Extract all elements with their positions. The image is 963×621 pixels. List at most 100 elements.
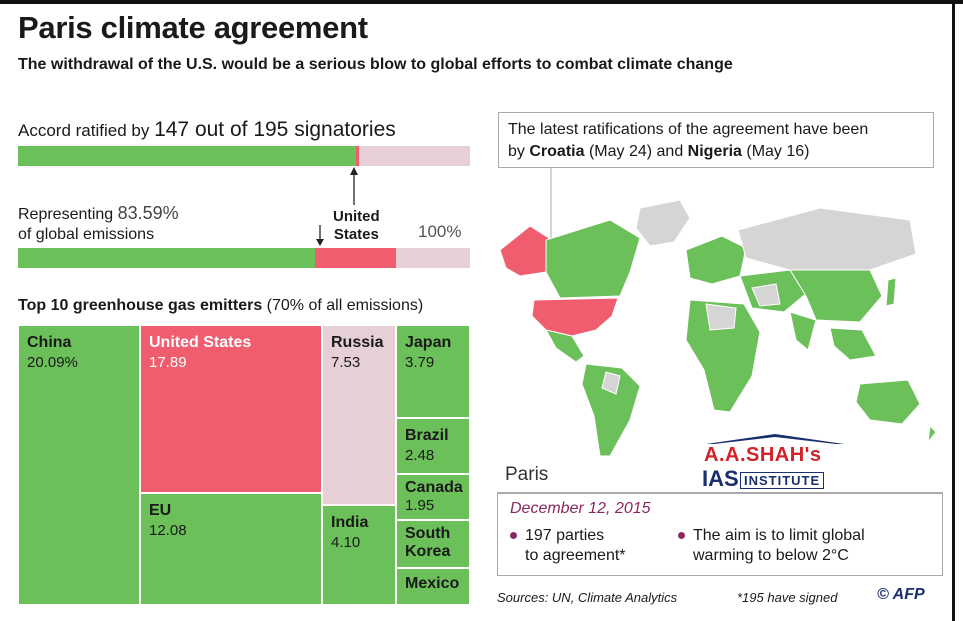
accord-remaining-segment	[359, 146, 470, 166]
emissions-us-segment	[315, 248, 396, 268]
tile-value: 2.48	[405, 447, 435, 464]
bullet2-line2: warming to below 2°C	[693, 547, 849, 564]
watermark-logo: A.A.SHAH's IAS INSTITUTE	[700, 432, 850, 492]
signed-footnote: *195 have signed	[737, 590, 838, 605]
emissions-ratified-segment	[18, 248, 315, 268]
map-alaska	[499, 225, 553, 277]
ratifications-callout: The latest ratifications of the agreemen…	[498, 112, 934, 168]
map-australia	[855, 379, 921, 425]
callout-country1: Croatia	[529, 143, 585, 160]
tile-japan: Japan 3.79	[396, 325, 470, 418]
tile-name: Mexico	[405, 575, 460, 592]
callout-date2: (May 16)	[746, 143, 810, 160]
map-india	[789, 311, 817, 351]
tile-name: South Korea	[405, 525, 451, 560]
tile-name: Brazil	[405, 427, 449, 444]
emissions-label: Representing 83.59% of global emissions	[18, 203, 179, 245]
top-rule	[0, 0, 963, 4]
callout-and: and	[656, 143, 684, 160]
logo-line1: A.A.SHAH's	[704, 444, 822, 466]
full-percent-label: 100%	[418, 222, 462, 241]
paris-info-box: December 12, 2015 197 parties to agreeme…	[497, 492, 943, 576]
accord-ratified-segment	[18, 146, 356, 166]
bullet-dot-icon	[510, 532, 517, 540]
emissions-value: 83.59%	[117, 203, 179, 223]
tile-china: China 20.09%	[18, 325, 140, 605]
map-africa-unratified	[705, 303, 737, 331]
map-europe	[685, 235, 747, 285]
callout-by: by	[508, 143, 525, 160]
callout-line1: The latest ratifications of the agreemen…	[508, 121, 869, 138]
top10-heading: Top 10 greenhouse gas emitters (70% of a…	[18, 297, 423, 315]
tile-name: Canada	[405, 479, 463, 496]
tile-name: EU	[149, 502, 172, 519]
tile-name: Russia	[331, 334, 384, 351]
tile-value: 12.08	[149, 522, 187, 539]
page-subtitle: The withdrawal of the U.S. would be a se…	[18, 56, 733, 73]
logo-line3: INSTITUTE	[740, 472, 825, 489]
map-greenland	[635, 199, 691, 247]
tile-mexico: Mexico	[396, 568, 470, 605]
tile-canada: Canada 1.95	[396, 474, 470, 520]
tile-value: 17.89	[149, 354, 187, 371]
bullet1-line1: 197 parties	[525, 527, 605, 544]
right-rule	[952, 0, 955, 621]
tile-name: Japan	[405, 334, 452, 351]
afp-credit: © AFP	[877, 586, 925, 603]
bullet2-line1: The aim is to limit global	[693, 527, 865, 544]
tile-value: 1.95	[405, 497, 435, 514]
top10-note: (70% of all emissions)	[266, 297, 424, 314]
tile-india: India 4.10	[322, 505, 396, 605]
accord-label: Accord ratified by 147 out of 195 signat…	[18, 118, 396, 142]
emissions-remaining-segment	[396, 248, 470, 268]
map-canada	[545, 219, 641, 299]
map-china	[789, 269, 883, 323]
bullet-dot-icon	[678, 532, 685, 540]
us-label-line2: States	[333, 226, 379, 243]
sources-note: Sources: UN, Climate Analytics	[497, 590, 678, 605]
us-label-line1: United	[333, 208, 380, 225]
tile-south-korea: South Korea	[396, 520, 470, 568]
tile-russia: Russia 7.53	[322, 325, 396, 505]
map-russia	[737, 207, 917, 271]
emissions-us-pointer	[316, 225, 324, 246]
map-sa-unratified	[601, 371, 621, 395]
tile-united-states: United States 17.89	[140, 325, 322, 493]
bullet-parties: 197 parties to agreement*	[510, 526, 626, 566]
tile-name: United States	[149, 334, 252, 351]
accord-prefix: Accord ratified by	[18, 121, 150, 140]
tile-name: India	[331, 514, 369, 531]
emissions-prefix: Representing	[18, 206, 114, 223]
world-map	[499, 199, 937, 457]
map-africa	[685, 299, 761, 413]
accord-us-segment	[356, 146, 359, 166]
tile-value: 7.53	[331, 354, 361, 371]
tile-value: 20.09%	[27, 354, 78, 371]
bullet-aim: The aim is to limit global warming to be…	[678, 526, 865, 566]
map-new-zealand	[927, 424, 937, 444]
map-usa	[531, 297, 619, 337]
top10-title: Top 10 greenhouse gas emitters	[18, 297, 263, 314]
paris-heading: Paris	[505, 464, 549, 485]
page-title: Paris climate agreement	[18, 10, 368, 45]
paris-date: December 12, 2015	[510, 500, 651, 517]
tile-value: 4.10	[331, 534, 361, 551]
tile-value: 3.79	[405, 354, 435, 371]
logo-roof-icon	[706, 434, 844, 444]
callout-date1: (May 24)	[588, 143, 653, 160]
map-mexico	[545, 329, 585, 363]
callout-country2: Nigeria	[687, 143, 742, 160]
map-se-asia	[829, 327, 877, 361]
emissions-suffix: of global emissions	[18, 226, 155, 243]
bullet1-line2: to agreement*	[525, 547, 626, 564]
tile-eu: EU 12.08	[140, 493, 322, 605]
map-japan	[885, 277, 897, 307]
map-south-america	[581, 363, 641, 457]
map-me-unratified	[751, 283, 781, 307]
tile-brazil: Brazil 2.48	[396, 418, 470, 474]
accord-us-pointer	[350, 167, 358, 205]
us-label: United States	[333, 208, 380, 244]
tile-name: China	[27, 334, 72, 351]
logo-line2: IAS	[702, 466, 739, 491]
accord-value: 147 out of 195 signatories	[154, 118, 396, 141]
